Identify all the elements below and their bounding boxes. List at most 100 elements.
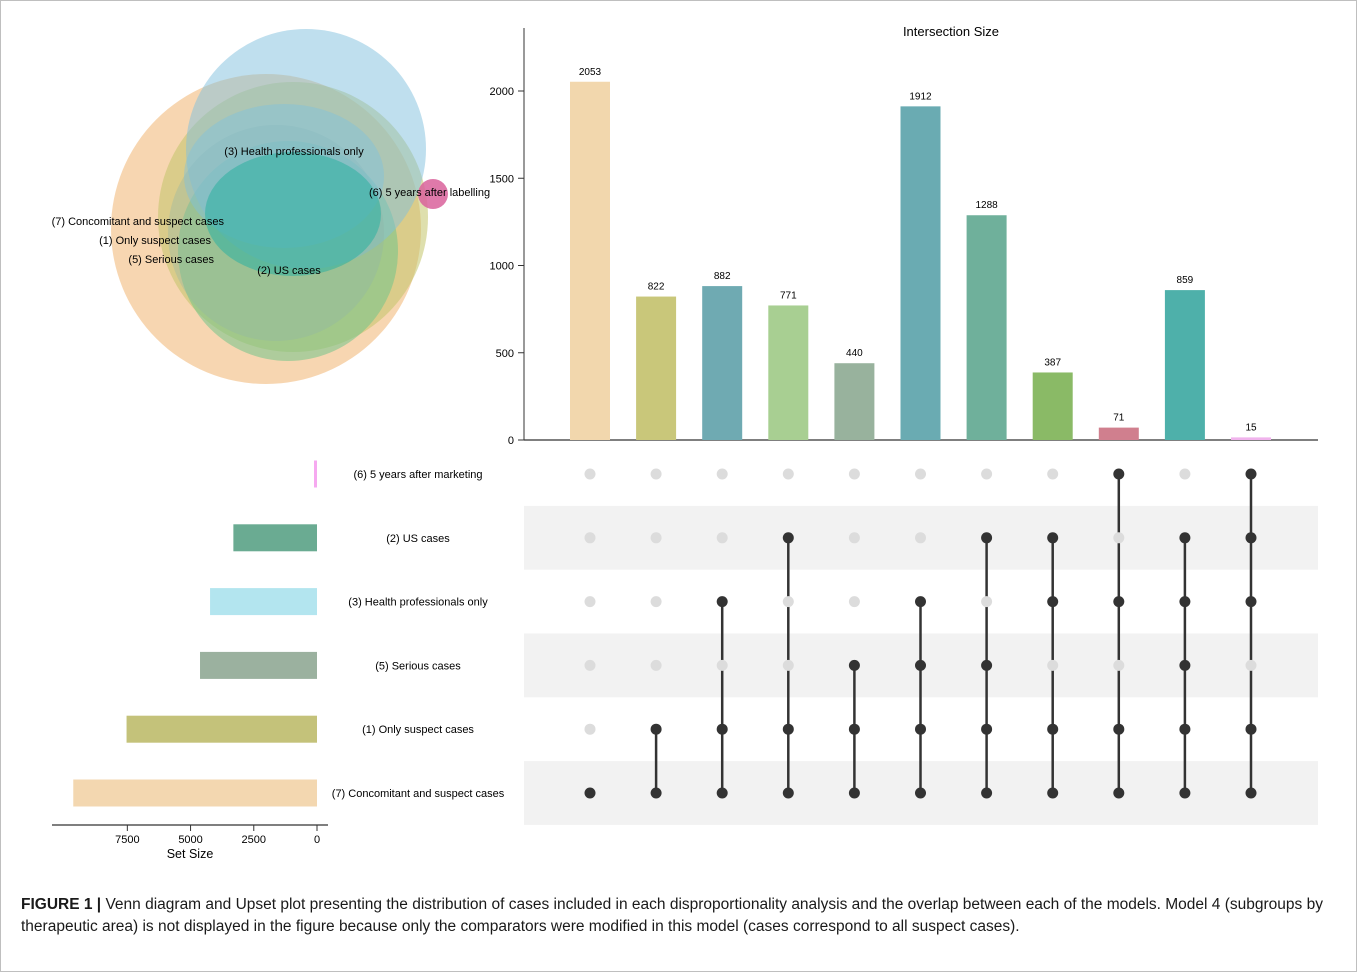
venn-label-health-professionals: (3) Health professionals only [224,146,364,158]
intersection-bar [1098,427,1139,440]
matrix-dot-filled [650,787,662,799]
matrix-dot-filled [1245,468,1257,480]
matrix-dot-empty [782,468,794,480]
intersection-bar [702,286,743,440]
matrix-dot-filled [1047,532,1059,544]
venn-label-five-years-labelling: (6) 5 years after labelling [369,187,490,199]
intersection-size-chart: Intersection Size 0 500 1000 1500 2000 2053 8… [490,24,1318,447]
intersection-chart-title: Intersection Size [903,24,999,39]
set-size-bar [314,460,317,488]
matrix-dot-filled [1179,787,1191,799]
intersection-y-tick-label: 0 [508,435,514,447]
matrix-dot-filled [915,659,926,671]
matrix-dot-empty [650,532,662,544]
matrix-dot-filled [782,723,794,735]
matrix-dot-filled [848,659,860,671]
intersection-y-tick-label: 2000 [490,86,514,98]
set-name-label: (5) Serious cases [375,660,461,672]
venn-diagram: (3) Health professionals only (6) 5 year… [52,29,490,384]
set-name-label: (2) US cases [386,533,450,545]
matrix-dot-filled [1047,787,1059,799]
matrix-dot-filled [1179,596,1191,608]
matrix-dot-filled [716,723,728,735]
matrix-dot-empty [584,468,596,480]
set-name-label: (1) Only suspect cases [362,724,474,736]
matrix-dot-empty [650,596,662,608]
intersection-bar [636,296,677,440]
set-name-label: (3) Health professionals only [348,597,488,609]
intersection-bar-label: 882 [714,271,731,282]
matrix-dot-filled [782,532,794,544]
intersection-bar-label: 1288 [975,200,998,211]
matrix-dot-empty [848,532,860,544]
intersection-bar [1164,290,1205,440]
figure-caption: FIGURE 1 | Venn diagram and Upset plot p… [21,894,1339,938]
matrix-dot-filled [915,723,926,735]
matrix-dot-filled [981,723,993,735]
intersection-y-tick-label: 500 [496,348,514,360]
matrix-dot-empty [584,723,596,735]
matrix-dot-empty [1113,532,1125,544]
matrix-dot-filled [1113,596,1125,608]
matrix-dot-empty [848,596,860,608]
matrix-dot-empty [915,532,926,544]
matrix-dot-empty [1245,659,1257,671]
caption-label: FIGURE 1 | [21,896,102,913]
matrix-dot-filled [848,787,860,799]
set-size-xlabel: Set Size [167,847,214,861]
matrix-dot-empty [782,596,794,608]
matrix-dot-empty [782,659,794,671]
matrix-dot-filled [1245,532,1257,544]
matrix-dot-empty [848,468,860,480]
set-size-bar [73,779,317,807]
set-size-bar [210,588,317,616]
intersection-bar-label: 15 [1245,422,1257,433]
matrix-dot-filled [915,787,926,799]
set-size-chart: 7500 5000 2500 0 Set Size [52,460,328,861]
matrix-dot-filled [981,532,993,544]
intersection-bar [834,363,875,440]
set-size-tick-label: 0 [314,834,320,846]
matrix-dot-empty [1047,659,1059,671]
intersection-bar-label: 859 [1177,275,1194,286]
matrix-dot-empty [650,468,662,480]
matrix-dot-filled [716,787,728,799]
matrix-dot-filled [1047,723,1059,735]
intersection-bar-label: 440 [846,348,863,359]
matrix-dot-filled [716,596,728,608]
matrix-dot-filled [1179,532,1191,544]
matrix-dot-filled [1113,723,1125,735]
set-name-label: (7) Concomitant and suspect cases [332,788,505,800]
matrix-dot-filled [981,659,993,671]
matrix-dot-empty [1113,659,1125,671]
matrix-dot-filled [1245,787,1257,799]
matrix-dot-filled [1245,596,1257,608]
set-size-bar [200,651,317,679]
intersection-y-tick-label: 1000 [490,261,514,273]
set-size-tick-label: 7500 [115,834,139,846]
matrix-dot-filled [1245,723,1257,735]
matrix-dot-empty [716,532,728,544]
matrix-dot-filled [1179,659,1191,671]
matrix-dot-empty [584,596,596,608]
intersection-bar-label: 387 [1044,357,1061,368]
set-size-tick-label: 5000 [178,834,202,846]
intersection-bar [570,81,610,441]
intersection-bar-label: 71 [1113,413,1125,424]
matrix-dot-filled [650,723,662,735]
intersection-bar [1032,372,1073,440]
matrix-dot-filled [848,723,860,735]
set-name-label: (6) 5 years after marketing [354,469,483,481]
intersection-bar-label: 2053 [579,67,602,78]
intersection-bar-label: 771 [780,290,797,301]
matrix-dot-empty [981,596,993,608]
matrix-dot-filled [782,787,794,799]
matrix-dot-empty [650,659,662,671]
matrix-dot-empty [584,532,596,544]
upset-matrix: (6) 5 years after marketing (2) US cases (… [332,468,1318,825]
intersection-y-tick-label: 1500 [490,173,514,185]
matrix-dot-empty [915,468,926,480]
venn-core-overlap [205,152,381,276]
set-size-bar [126,715,317,743]
